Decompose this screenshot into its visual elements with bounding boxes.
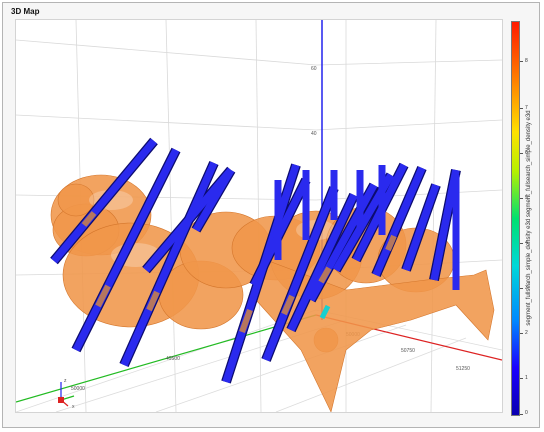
colorbar-tick-mark xyxy=(520,61,523,62)
axis-y-line xyxy=(16,314,317,403)
colorbar-tick-mark xyxy=(520,378,523,379)
drillholes xyxy=(50,137,461,384)
colorbar-tick-label: 0 xyxy=(525,410,528,416)
colorbar-tick-mark xyxy=(520,198,523,199)
panel-title: 3D Map xyxy=(11,7,40,16)
map-3d-panel: 3D Map xyxy=(2,2,540,428)
red-axis-tick-label: 50750 xyxy=(401,348,415,354)
colorbar-tick-label: 2 xyxy=(525,330,528,336)
colorbar-tick-mark xyxy=(520,108,523,109)
z-tick-label: 40 xyxy=(311,131,317,137)
origin-label: z xyxy=(64,378,67,384)
colorbar-legend xyxy=(511,21,520,416)
colorbar-tick-label: 6 xyxy=(525,150,528,156)
colorbar-tick-label: 7 xyxy=(525,105,528,111)
origin-triad: z x xyxy=(58,378,75,410)
colorbar-tick-label: 8 xyxy=(525,58,528,64)
colorbar-tick-mark xyxy=(520,243,523,244)
3d-viewport[interactable]: 60 40 50000 50750 51250 49500 50000 xyxy=(15,19,503,413)
green-axis-tick-label: 50000 xyxy=(71,386,85,392)
colorbar-tick-mark xyxy=(520,414,523,415)
colorbar-tick-mark xyxy=(520,333,523,334)
origin-label: x xyxy=(72,404,75,410)
colorbar-tick-mark xyxy=(520,288,523,289)
z-tick-label: 60 xyxy=(311,66,317,72)
colorbar-tick-label: 5 xyxy=(525,195,528,201)
colorbar-tick-label: 4 xyxy=(525,240,528,246)
colorbar-tick-label: 3 xyxy=(525,285,528,291)
colorbar-title: segment_fullsearch_simple_density e3d se… xyxy=(526,110,532,326)
colorbar-tick-mark xyxy=(520,153,523,154)
3d-scene[interactable]: 60 40 50000 50750 51250 49500 50000 xyxy=(16,20,502,412)
colorbar-tick-label: 1 xyxy=(525,375,528,381)
green-axis-tick-label: 49500 xyxy=(166,356,180,362)
red-axis-tick-label: 51250 xyxy=(456,366,470,372)
